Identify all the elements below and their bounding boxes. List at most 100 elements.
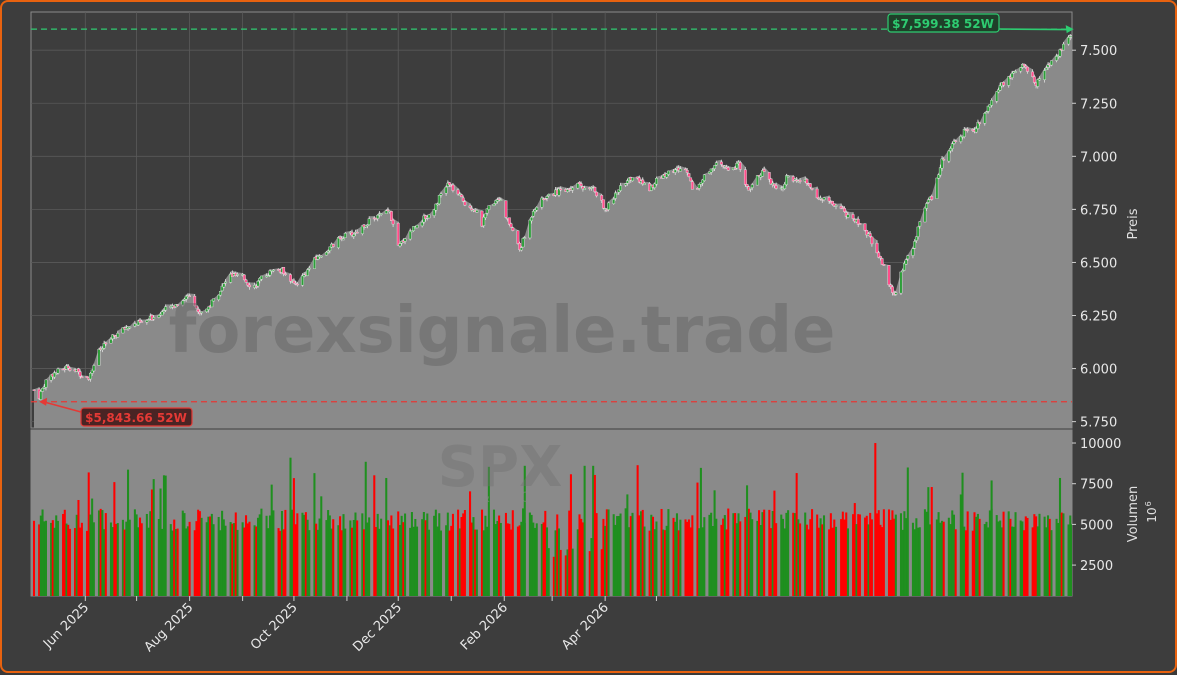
candle-body [507,217,511,225]
volume-bar [85,530,89,596]
candles [32,34,1072,401]
volume-bars [31,430,1075,596]
volume-bar [255,526,258,596]
volume-bar [1050,530,1053,596]
volume-bar [330,528,333,596]
volume-bar [811,509,814,596]
candle-body [914,236,918,241]
volume-bar [164,475,167,596]
candle-body [983,112,987,124]
candle-body [188,295,192,297]
volume-bar [1057,522,1060,596]
high-52w-arrow [998,28,1068,31]
volume-bar [150,489,154,596]
volume-bar [438,513,441,596]
volume-bar [915,518,918,596]
volume-bar [292,478,295,596]
volume-bar [775,523,778,596]
price-tick-label: 6.500 [1080,256,1117,271]
candle-body [583,187,587,190]
candle-body [1038,78,1041,81]
candle-body [350,232,354,236]
volume-bar [1073,521,1075,596]
candle-body [602,199,605,209]
candle-body [518,243,522,250]
volume-bar [450,525,453,596]
candle-body [494,200,498,204]
candle-body [420,222,424,227]
volume-bar [241,522,244,596]
volume-bar [923,509,926,596]
candle-body [543,198,547,201]
candle-body [456,189,460,195]
volume-bar [947,517,950,596]
volume-bar [999,520,1002,596]
volume-bar [246,523,249,596]
volume-bar [1070,524,1072,596]
volume-bar [710,512,713,596]
candle-body [306,269,309,276]
candle-body [176,304,180,306]
volume-bar [887,509,891,596]
candle-body [1070,36,1072,38]
volume-bar [795,473,798,596]
volume-bar [474,529,477,596]
candle-body [637,177,641,183]
candle-body [504,200,508,218]
candle-body [581,186,585,190]
volume-bar [368,517,371,596]
volume-bar [161,528,164,596]
volume-bar [354,512,357,596]
volume-bar [988,510,991,596]
date-tick-label: Dec 2025 [350,600,405,655]
volume-bar [361,513,364,596]
candle-body [624,183,628,186]
candle-body [615,192,619,195]
volume-bar [758,510,761,596]
volume-bar [804,512,807,596]
volume-bar [53,527,56,596]
volume-bar [41,509,44,596]
candle-body [160,311,164,316]
volume-bar [889,519,892,596]
candle-body [422,215,426,223]
volume-bar [905,518,908,596]
price-tick-label: 6.250 [1080,310,1117,325]
candle-body [121,327,125,334]
volume-bar [600,549,603,596]
volume-bar [590,538,593,596]
volume-bar [1069,515,1072,596]
volume-bar [643,526,646,596]
volume-bar [522,508,525,596]
volume-bar [80,522,83,596]
volume-bar [821,524,824,596]
price-tick-label: 6.750 [1080,203,1117,218]
volume-bar [494,524,497,596]
volume-bar [903,511,906,596]
candle-body [733,167,737,170]
volume-bar [248,521,251,596]
candle-body [822,197,826,200]
volume-bar [894,514,897,596]
volume-bar [780,514,783,596]
volume-bar [987,527,990,596]
volume-bar [424,520,427,596]
volume-bar [990,480,993,596]
candle-body [396,222,400,246]
candle-body [1055,56,1058,61]
volume-bar [747,508,750,596]
volume-bar [1058,477,1062,596]
volume-bar [927,487,930,596]
price-tick-label: 7.500 [1080,44,1117,59]
candle-body [863,223,867,231]
volume-bar [68,528,71,596]
candle-body [224,281,227,284]
volume-bar [665,525,668,596]
candle-body [687,173,691,177]
candle-body [355,232,359,234]
volume-bar [930,487,933,596]
volume-tick-label: 10000 [1080,437,1121,452]
candle-body [947,150,951,162]
volume-bar [234,512,237,596]
volume-bar [876,513,879,596]
